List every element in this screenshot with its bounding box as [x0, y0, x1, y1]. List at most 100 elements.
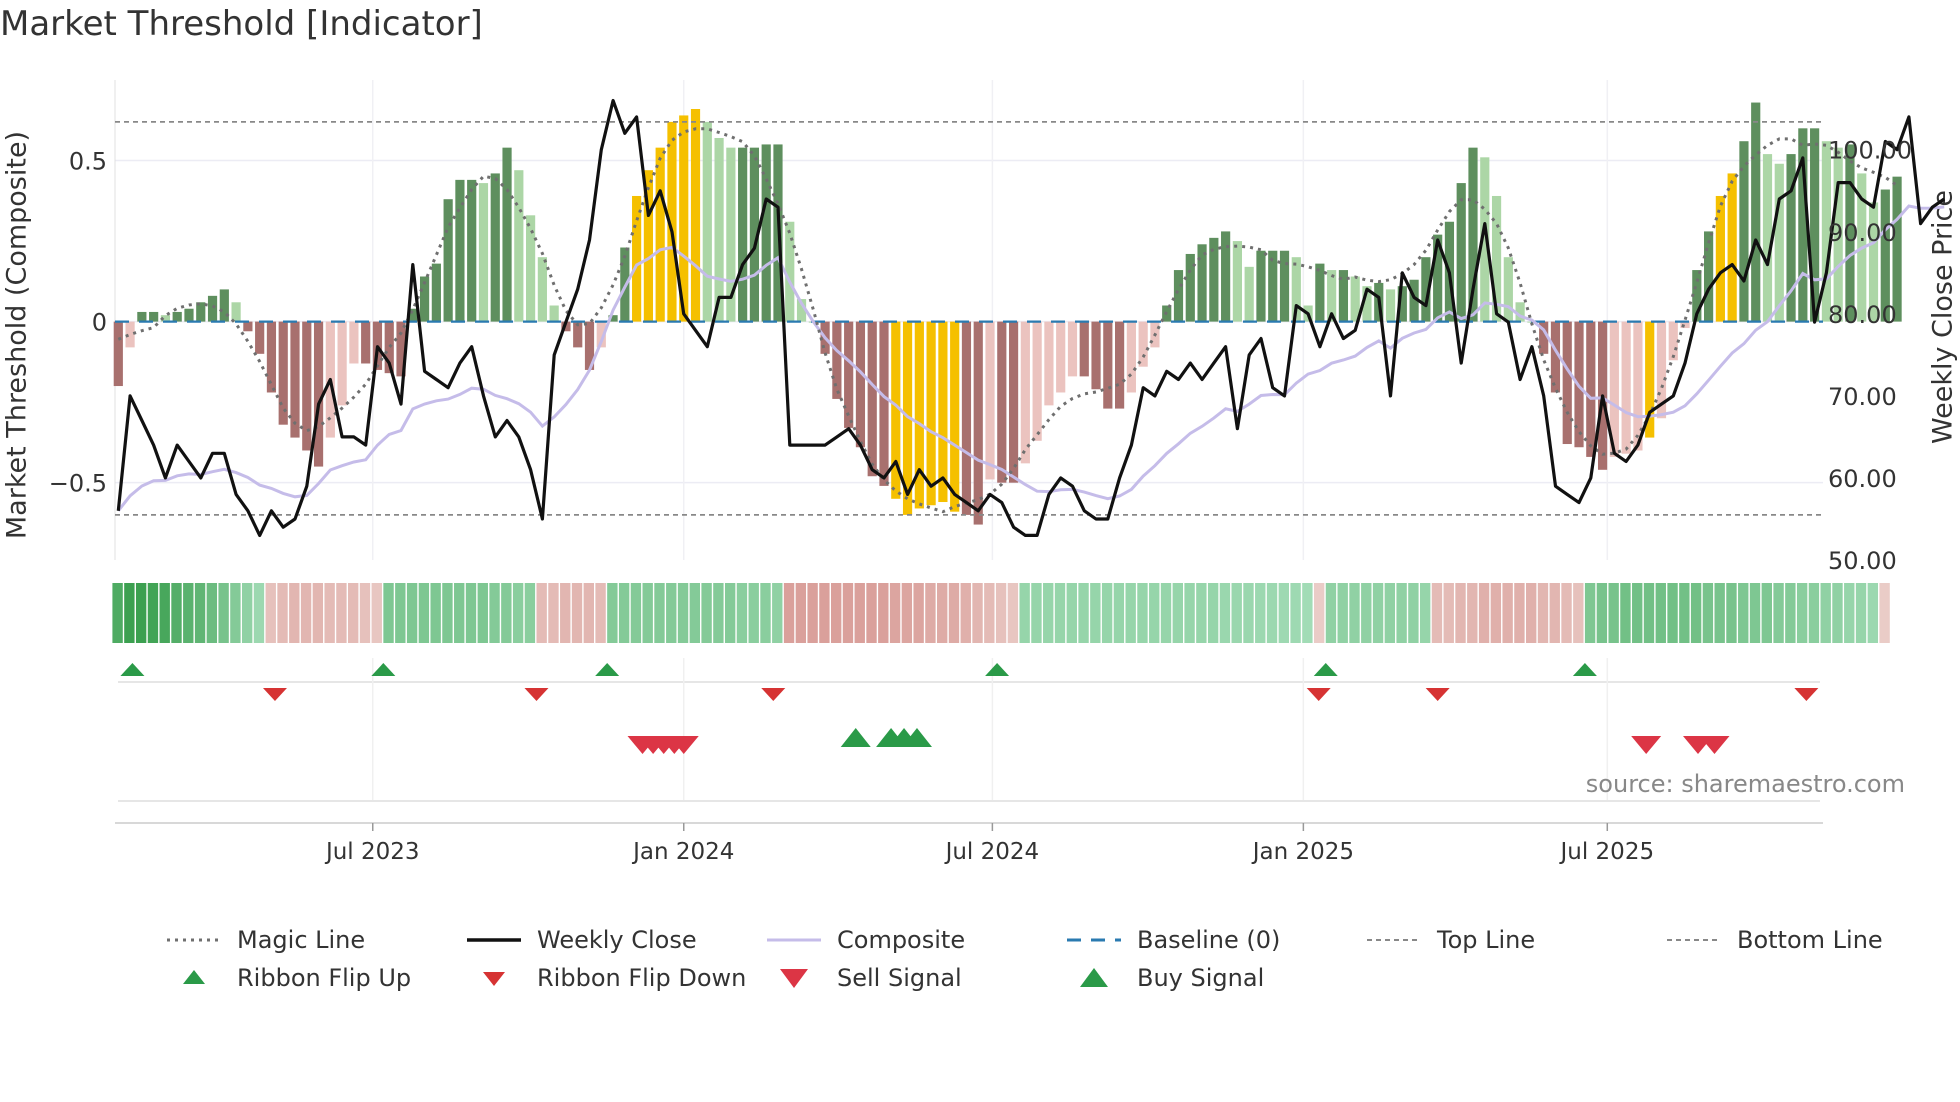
composite-bar: [1032, 321, 1042, 441]
composite-bar: [1468, 147, 1478, 322]
ribbon-cell: [1467, 583, 1478, 643]
ribbon-cell: [1690, 583, 1702, 643]
legend-label: Ribbon Flip Down: [537, 964, 747, 992]
ribbon-cell: [383, 583, 394, 643]
composite-bar: [1338, 270, 1349, 322]
composite-bar: [1221, 231, 1231, 322]
composite-bar: [419, 276, 430, 322]
composite-bar: [1786, 154, 1796, 322]
ribbon-cell: [348, 583, 359, 643]
composite-bar: [1456, 183, 1466, 322]
triangle-up-icon: [183, 970, 205, 984]
ribbon-cell: [1490, 583, 1502, 643]
ribbon-cell: [1137, 583, 1148, 643]
ribbon-cell: [1431, 583, 1443, 643]
ribbon-cell: [1714, 583, 1725, 643]
composite-bar: [1833, 147, 1843, 322]
legend-swatch-top-line: [1367, 939, 1421, 941]
ribbon-cell: [1396, 583, 1407, 643]
ribbon-cell: [395, 583, 406, 643]
composite-bar: [1126, 321, 1136, 393]
ribbon-cell: [536, 583, 547, 643]
composite-bar: [1562, 321, 1572, 445]
ribbon-cell: [1726, 583, 1737, 643]
legend-item-top-line: Top Line: [1365, 926, 1535, 954]
legend-label: Top Line: [1437, 926, 1536, 954]
ribbon-cell: [1608, 583, 1619, 643]
ribbon-cell: [1679, 583, 1690, 643]
ribbon-cell: [583, 583, 594, 643]
ribbon-cell: [960, 583, 971, 643]
ribbon-cell: [878, 583, 889, 643]
ribbon-cell: [948, 583, 960, 643]
composite-bar: [184, 308, 194, 322]
ribbon-cell: [571, 583, 583, 643]
sell-signal-marker: [668, 736, 699, 754]
ribbon-cell: [1361, 583, 1372, 643]
triangle-down-icon: [780, 969, 808, 988]
x-tick-label: Jul 2025: [1558, 839, 1654, 865]
composite-bar: [1491, 195, 1502, 322]
ribbon-cell: [889, 583, 901, 643]
legend-item-buy-signal: Buy Signal: [1065, 964, 1264, 992]
ribbon-cell: [1043, 583, 1054, 643]
ribbon-cell: [1066, 583, 1077, 643]
composite-bar: [1774, 163, 1784, 322]
composite-bar: [1008, 321, 1019, 483]
ribbon-cell: [666, 583, 677, 643]
ribbon-cell: [713, 583, 724, 643]
ribbon-cell: [524, 583, 536, 643]
ribbon-flip-down-marker: [1794, 688, 1819, 701]
legend-item-bottom-line: Bottom Line: [1665, 926, 1883, 954]
composite-bar: [1656, 321, 1667, 419]
ribbon-cell: [418, 583, 430, 643]
composite-bar: [891, 321, 901, 499]
x-tick-label: Jan 2025: [1251, 839, 1354, 865]
composite-bar: [455, 179, 465, 322]
ribbon-cell: [1667, 583, 1678, 643]
composite-bar: [1020, 321, 1030, 464]
y-tick-right-label: 70.00: [1828, 383, 1897, 411]
composite-bar: [1115, 321, 1125, 409]
ribbon-cell: [1031, 583, 1042, 643]
composite-bar: [1362, 286, 1372, 322]
ribbon-cell: [359, 583, 371, 643]
ribbon-cell: [289, 583, 300, 643]
ribbon-cell: [241, 583, 253, 643]
legend-label: Baseline (0): [1137, 926, 1281, 954]
composite-bar: [526, 215, 536, 322]
ribbon-cell: [512, 583, 524, 643]
composite-bar: [1633, 321, 1643, 451]
composite-bar: [443, 199, 453, 322]
ribbon-flip-up-marker: [120, 663, 145, 676]
ribbon-cell: [300, 583, 312, 643]
composite-bar: [985, 321, 995, 480]
ribbon-cell: [1290, 583, 1301, 643]
composite-bar: [537, 257, 547, 322]
ribbon-cell: [1219, 583, 1231, 643]
legend-item-sell-signal: Sell Signal: [765, 964, 962, 992]
legend-item-weekly-close: Weekly Close: [465, 926, 697, 954]
composite-bar: [1397, 286, 1407, 322]
ribbon-cell: [1632, 583, 1643, 643]
ribbon-cell: [1596, 583, 1608, 643]
ribbon-cell: [760, 583, 771, 643]
ribbon-cell: [501, 583, 512, 643]
composite-bar: [1256, 250, 1266, 322]
legend-label: Buy Signal: [1137, 964, 1265, 992]
composite-bar: [1880, 189, 1890, 322]
composite-bar: [1103, 321, 1113, 409]
composite-bar: [349, 321, 359, 364]
ribbon-cell: [159, 583, 170, 643]
composite-bar: [1515, 302, 1525, 322]
ribbon-cell: [1796, 583, 1808, 643]
ribbon-cell: [866, 583, 877, 643]
ribbon-cell: [548, 583, 559, 643]
composite-bar: [1291, 257, 1301, 322]
ribbon-cell: [795, 583, 807, 643]
composite-bar: [1091, 321, 1101, 390]
ribbon-cell: [830, 583, 842, 643]
ribbon-cell: [206, 583, 218, 643]
ribbon-cell: [1384, 583, 1396, 643]
ribbon-cell: [183, 583, 194, 643]
